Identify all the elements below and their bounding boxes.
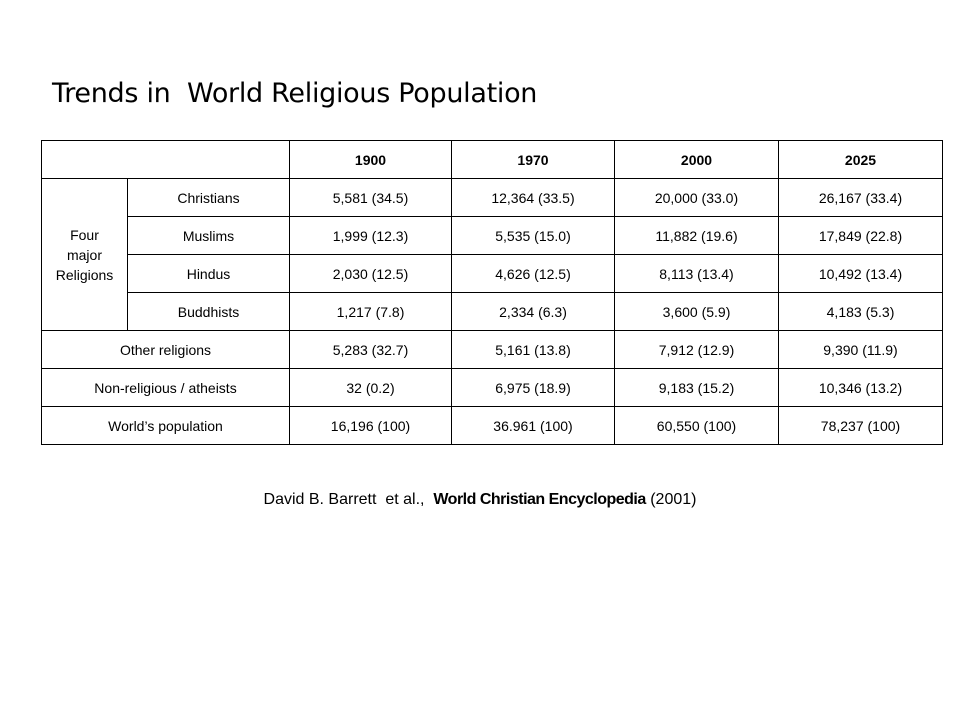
- year-header-1970: 1970: [451, 140, 615, 179]
- row-label-non-religious: Non-religious / atheists: [41, 368, 290, 407]
- table-cell: 20,000 (33.0): [614, 178, 779, 217]
- table-cell: 2,030 (12.5): [289, 254, 452, 293]
- table-cell: 4,183 (5.3): [778, 292, 943, 331]
- table-cell: 1,999 (12.3): [289, 216, 452, 255]
- header-empty-cell: [41, 140, 290, 179]
- citation-authors: David B. Barrett et al.,: [263, 491, 434, 508]
- row-label-hindus: Hindus: [127, 254, 290, 293]
- table-cell: 8,113 (13.4): [614, 254, 779, 293]
- table-cell: 60,550 (100): [614, 406, 779, 445]
- religion-population-table: 1900 1970 2000 2025 Four major Religions…: [41, 140, 943, 445]
- table-cell: 3,600 (5.9): [614, 292, 779, 331]
- table-cell: 6,975 (18.9): [451, 368, 615, 407]
- year-header-1900: 1900: [289, 140, 452, 179]
- year-header-2025: 2025: [778, 140, 943, 179]
- table-row: Non-religious / atheists 32 (0.2) 6,975 …: [41, 368, 943, 407]
- table-row: Other religions 5,283 (32.7) 5,161 (13.8…: [41, 330, 943, 369]
- table-cell: 5,581 (34.5): [289, 178, 452, 217]
- row-label-christians: Christians: [127, 178, 290, 217]
- table-header-row: 1900 1970 2000 2025: [41, 140, 943, 179]
- row-label-muslims: Muslims: [127, 216, 290, 255]
- row-label-worlds-population: World’s population: [41, 406, 290, 445]
- table-cell: 5,535 (15.0): [451, 216, 615, 255]
- table-cell: 26,167 (33.4): [778, 178, 943, 217]
- table-cell: 16,196 (100): [289, 406, 452, 445]
- table-row: Hindus 2,030 (12.5) 4,626 (12.5) 8,113 (…: [42, 254, 943, 293]
- table-cell: 36.961 (100): [451, 406, 615, 445]
- row-label-buddhists: Buddhists: [127, 292, 290, 331]
- table-cell: 10,346 (13.2): [778, 368, 943, 407]
- group-label-line: Religions: [55, 266, 114, 283]
- table-cell: 9,390 (11.9): [778, 330, 943, 369]
- table-cell: 17,849 (22.8): [778, 216, 943, 255]
- table-cell: 12,364 (33.5): [451, 178, 615, 217]
- table-cell: 5,161 (13.8): [451, 330, 615, 369]
- slide-title: Trends in World Religious Population: [52, 78, 538, 109]
- row-label-other-religions: Other religions: [41, 330, 290, 369]
- table-cell: 10,492 (13.4): [778, 254, 943, 293]
- table-cell: 78,237 (100): [778, 406, 943, 445]
- group-label-four-major-religions: Four major Religions: [41, 178, 128, 331]
- group-label-line: Four: [70, 226, 99, 243]
- table-cell: 11,882 (19.6): [614, 216, 779, 255]
- table-row: Buddhists 1,217 (7.8) 2,334 (6.3) 3,600 …: [42, 292, 943, 331]
- table-cell: 9,183 (15.2): [614, 368, 779, 407]
- year-header-2000: 2000: [614, 140, 779, 179]
- group-label-line: major: [66, 246, 102, 263]
- table-cell: 5,283 (32.7): [289, 330, 452, 369]
- table-row: Four major Religions Christians 5,581 (3…: [41, 178, 943, 331]
- table-cell: 1,217 (7.8): [289, 292, 452, 331]
- source-citation: David B. Barrett et al., World Christian…: [0, 491, 960, 509]
- table-cell: 7,912 (12.9): [614, 330, 779, 369]
- citation-book-title: World Christian Encyclopedia: [433, 491, 646, 508]
- table-row: World’s population 16,196 (100) 36.961 (…: [41, 406, 943, 445]
- table-row: Muslims 1,999 (12.3) 5,535 (15.0) 11,882…: [42, 216, 943, 255]
- table-cell: 2,334 (6.3): [451, 292, 615, 331]
- table-cell: 4,626 (12.5): [451, 254, 615, 293]
- table-cell: 32 (0.2): [289, 368, 452, 407]
- citation-year: (2001): [645, 491, 697, 508]
